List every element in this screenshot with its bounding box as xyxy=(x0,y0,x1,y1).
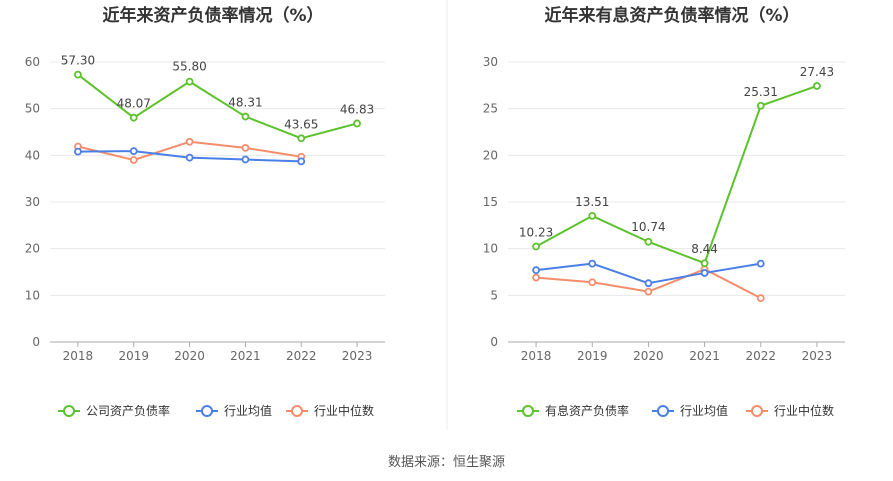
data-point-1 xyxy=(588,212,597,220)
data-label: 10.74 xyxy=(631,220,665,234)
legend-label: 行业中位数 xyxy=(314,403,374,418)
y-tick-label: 30 xyxy=(483,55,498,69)
y-tick-label: 30 xyxy=(25,195,40,209)
chart-1: 近年来资产负债率情况（%） 0 10 20 30 40 50 60 2018 2019 2020 20… xyxy=(25,5,385,418)
data-point-2 xyxy=(532,266,540,275)
y-tick-label: 0 xyxy=(490,335,498,349)
data-point-1 xyxy=(185,77,194,86)
data-label: 46.83 xyxy=(340,102,374,116)
y-tick-label: 0 xyxy=(32,335,40,349)
legend-label: 行业中位数 xyxy=(774,403,834,418)
y-tick-label: 10 xyxy=(483,242,498,256)
data-point-2 xyxy=(129,147,138,156)
data-label: 43.65 xyxy=(284,117,318,131)
series-line-1 xyxy=(77,73,358,140)
data-point-2 xyxy=(74,147,82,156)
legend-swatch-marker xyxy=(63,405,75,417)
y-tick-label: 10 xyxy=(25,288,40,302)
x-tick-label: 2020 xyxy=(174,349,205,363)
data-point-1 xyxy=(353,119,361,128)
y-tick-label: 15 xyxy=(483,195,498,209)
data-label: 10.23 xyxy=(519,226,553,240)
data-point-1 xyxy=(644,237,653,246)
y-tick-label: 20 xyxy=(483,148,498,162)
data-point-1 xyxy=(74,70,82,79)
x-tick-label: 2019 xyxy=(118,349,149,363)
data-point-2 xyxy=(241,155,250,164)
x-tick-label: 2023 xyxy=(342,349,373,363)
x-tick-label: 2019 xyxy=(577,349,608,363)
data-point-1 xyxy=(129,113,138,122)
legend-item-3: 行业中位数 xyxy=(746,403,834,418)
data-point-2 xyxy=(588,259,597,268)
data-point-2 xyxy=(700,269,709,277)
legend-swatch-marker xyxy=(751,405,763,417)
legend-label: 行业均值 xyxy=(680,403,728,418)
data-label: 55.80 xyxy=(172,60,206,74)
data-point-1 xyxy=(532,242,540,251)
x-tick-label: 2023 xyxy=(802,349,833,363)
data-point-2 xyxy=(297,157,306,166)
data-point-1 xyxy=(297,134,306,143)
legend-swatch-marker xyxy=(291,405,303,417)
data-point-1 xyxy=(756,101,765,110)
data-label: 25.31 xyxy=(744,85,778,99)
data-point-2 xyxy=(185,153,194,162)
x-tick-label: 2018 xyxy=(521,349,552,363)
data-point-2 xyxy=(644,279,653,288)
data-label: 57.30 xyxy=(61,54,95,68)
data-label: 8.44 xyxy=(691,242,718,256)
data-label: 13.51 xyxy=(575,195,609,209)
legend-swatch-marker xyxy=(201,405,213,417)
legend-label: 有息资产负债率 xyxy=(545,403,629,418)
legend-item-3: 行业中位数 xyxy=(286,403,374,418)
y-tick-label: 20 xyxy=(25,242,40,256)
x-tick-label: 2020 xyxy=(633,349,664,363)
series-line-1 xyxy=(535,85,818,265)
chart-title: 近年来有息资产负债率情况（%） xyxy=(544,5,799,26)
legend-item-2: 行业均值 xyxy=(652,403,728,418)
data-label: 48.07 xyxy=(117,97,151,111)
y-tick-label: 50 xyxy=(25,102,40,116)
data-point-3 xyxy=(185,137,194,146)
data-point-1 xyxy=(813,82,821,90)
x-tick-label: 2021 xyxy=(230,349,261,363)
data-point-3 xyxy=(644,287,653,296)
x-tick-label: 2022 xyxy=(745,349,776,363)
legend-swatch-marker xyxy=(657,405,669,417)
legend-item-2: 行业均值 xyxy=(196,403,272,418)
data-point-2 xyxy=(756,259,765,268)
data-point-3 xyxy=(532,273,540,282)
chart-2: 近年来有息资产负债率情况（%） 0 5 10 15 20 25 30 2018 2019 2020 2… xyxy=(483,5,845,418)
y-tick-label: 25 xyxy=(483,102,498,116)
data-label: 48.31 xyxy=(228,96,262,110)
data-source: 数据来源：恒生聚源 xyxy=(388,455,505,470)
x-tick-label: 2022 xyxy=(286,349,317,363)
y-tick-label: 60 xyxy=(25,55,40,69)
x-tick-label: 2018 xyxy=(63,349,94,363)
legend-item-1: 公司资产负债率 xyxy=(58,403,170,418)
data-point-1 xyxy=(700,259,709,268)
y-tick-label: 5 xyxy=(490,288,498,302)
data-point-3 xyxy=(241,143,250,152)
data-label: 27.43 xyxy=(800,65,834,79)
chart-title: 近年来资产负债率情况（%） xyxy=(102,5,323,26)
data-point-3 xyxy=(588,278,597,287)
data-point-3 xyxy=(756,294,765,303)
legend-label: 公司资产负债率 xyxy=(86,403,170,418)
legend-item-1: 有息资产负债率 xyxy=(517,403,629,418)
x-tick-label: 2021 xyxy=(689,349,720,363)
y-tick-label: 40 xyxy=(25,148,40,162)
data-point-1 xyxy=(241,112,250,121)
legend-swatch-marker xyxy=(522,405,534,417)
data-point-3 xyxy=(129,156,138,164)
legend-label: 行业均值 xyxy=(224,403,272,418)
